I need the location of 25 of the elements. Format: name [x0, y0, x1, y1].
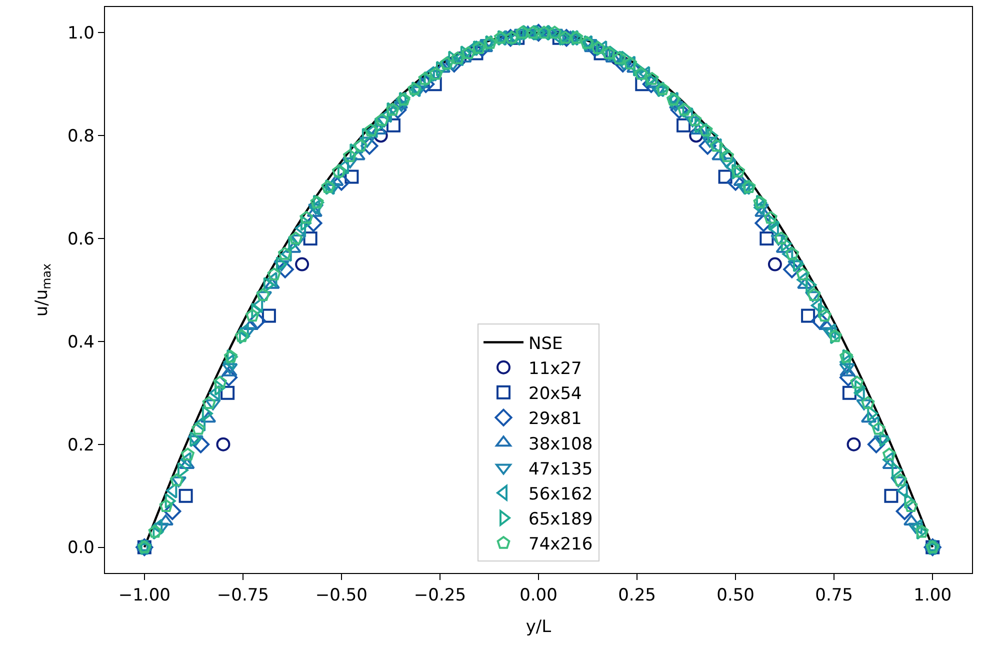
legend-label: 74x216: [528, 534, 593, 555]
legend-label: 29x81: [528, 409, 582, 430]
y-tick-label: 0.8: [67, 126, 94, 147]
legend-label: 56x162: [528, 484, 593, 504]
x-tick-label: −1.00: [118, 586, 170, 606]
y-tick-label: 0.6: [67, 230, 94, 250]
legend-label: 38x108: [528, 434, 593, 454]
legend-label: 20x54: [528, 384, 582, 404]
y-tick-label: 0.2: [67, 435, 94, 456]
x-tick-label: 0.50: [716, 586, 754, 606]
legend-label: 65x189: [528, 510, 593, 530]
y-tick-label: 1.0: [67, 24, 94, 44]
legend-label: NSE: [528, 334, 563, 354]
x-tick-label: −0.50: [315, 586, 368, 606]
x-tick-label: 1.00: [914, 586, 952, 606]
x-tick-label: 0.00: [520, 586, 558, 606]
x-tick-label: −0.25: [414, 586, 466, 606]
y-tick-label: 0.0: [67, 538, 94, 558]
x-tick-label: 0.25: [618, 586, 656, 606]
x-tick-label: −0.75: [216, 586, 269, 606]
y-tick-label: 0.4: [67, 332, 94, 352]
x-tick-label: 0.75: [815, 586, 853, 606]
legend-label: 11x27: [528, 358, 582, 379]
legend-label: 47x135: [528, 459, 593, 480]
x-axis-title: y/L: [526, 616, 552, 637]
